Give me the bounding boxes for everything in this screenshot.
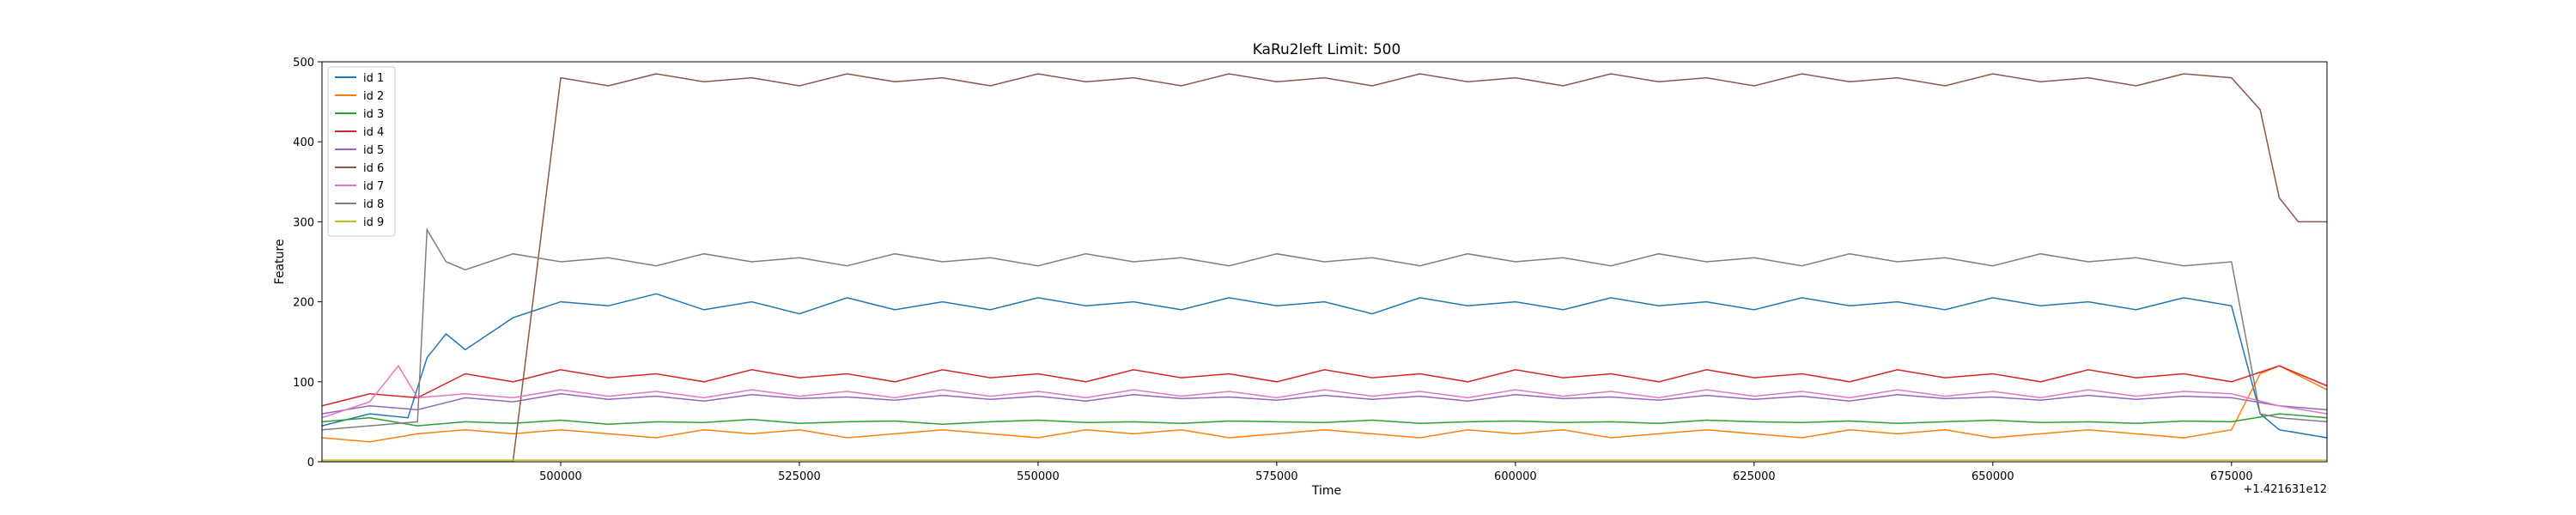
x-tick-label: 625000 [1733, 470, 1776, 483]
series-line-3 [322, 413, 2327, 427]
legend-label: id 2 [363, 90, 384, 103]
y-tick-label: 400 [293, 136, 314, 149]
y-tick-label: 0 [307, 457, 314, 470]
x-tick-label: 600000 [1494, 470, 1537, 483]
plot-frame [321, 61, 2328, 463]
series-line-4 [322, 365, 2327, 407]
legend-label: id 6 [363, 162, 384, 175]
y-tick-label: 500 [293, 57, 314, 70]
legend-label: id 3 [363, 108, 384, 121]
series-line-1 [322, 293, 2327, 439]
legend-label: id 9 [363, 216, 384, 229]
legend-box [327, 66, 396, 237]
series-line-7 [322, 364, 2327, 419]
y-tick-label: 200 [293, 297, 314, 310]
y-axis-label: Feature [273, 239, 287, 285]
legend-label: id 4 [363, 126, 384, 139]
series-line-8 [322, 227, 2327, 431]
series-line-2 [322, 365, 2327, 443]
x-tick-label: 675000 [2210, 470, 2253, 483]
series-line-6 [322, 73, 2327, 462]
legend-label: id 1 [363, 72, 384, 85]
y-axis: 0 100 200 300 400 500 [293, 57, 322, 470]
x-tick-label: 525000 [778, 470, 821, 483]
legend-label: id 7 [363, 180, 384, 193]
x-tick-label: 500000 [539, 470, 582, 483]
series-line-5 [322, 393, 2327, 415]
legend-label: id 5 [363, 144, 384, 157]
legend-label: id 8 [363, 198, 384, 211]
x-tick-label: 550000 [1017, 470, 1060, 483]
legend: id 1 id 2 id 3 id 4 id 5 id 6 id 7 id 8 id 9 [327, 66, 396, 237]
y-tick-label: 300 [293, 216, 314, 229]
x-axis: 500000 525000 550000 575000 600000 625000 6500… [539, 462, 2253, 483]
series-layer [322, 73, 2327, 462]
x-tick-label: 575000 [1255, 470, 1298, 483]
chart-title: KaRu2left Limit: 500 [1253, 41, 1401, 58]
x-tick-label: 650000 [1971, 470, 2014, 483]
y-tick-label: 100 [293, 377, 314, 390]
x-offset-label: +1.421631e12 [2244, 483, 2327, 496]
x-axis-label: Time [1311, 484, 1341, 498]
